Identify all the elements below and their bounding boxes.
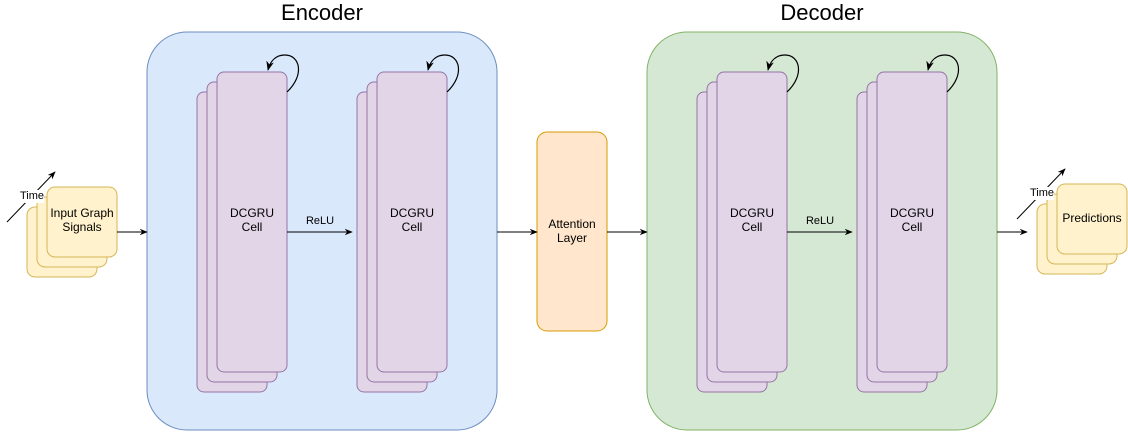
input-label: Input Graph Signals [50,206,114,234]
decoder-cell-label-2: DCGRU Cell [890,206,934,234]
recurrent-loop-icon [766,54,799,93]
encoder-cell-label-2: DCGRU Cell [390,206,434,234]
encoder-title: Encoder [281,0,363,25]
decoder-title: Decoder [780,0,864,25]
encoder-cell-stack-1 [196,54,299,393]
recurrent-loop-icon [266,54,299,93]
input-time-label: Time [20,190,45,203]
output-time-label: Time [1030,187,1055,200]
attention-layer-label: Attention Layer [548,217,596,245]
encoder-cell-label-1: DCGRU Cell [230,206,274,234]
decoder-relu-label: ReLU [805,215,835,227]
predictions-stack [1036,183,1128,275]
encoder-relu-label: ReLU [305,215,335,227]
decoder-cell-stack-1 [696,54,799,393]
decoder-cell-stack-2 [856,54,959,393]
recurrent-loop-icon [926,54,959,93]
predictions-label: Predictions [1062,211,1122,225]
decoder-cell-label-1: DCGRU Cell [730,206,774,234]
input-stack [26,186,118,278]
recurrent-loop-icon [426,54,459,93]
encoder-cell-stack-2 [356,54,459,393]
